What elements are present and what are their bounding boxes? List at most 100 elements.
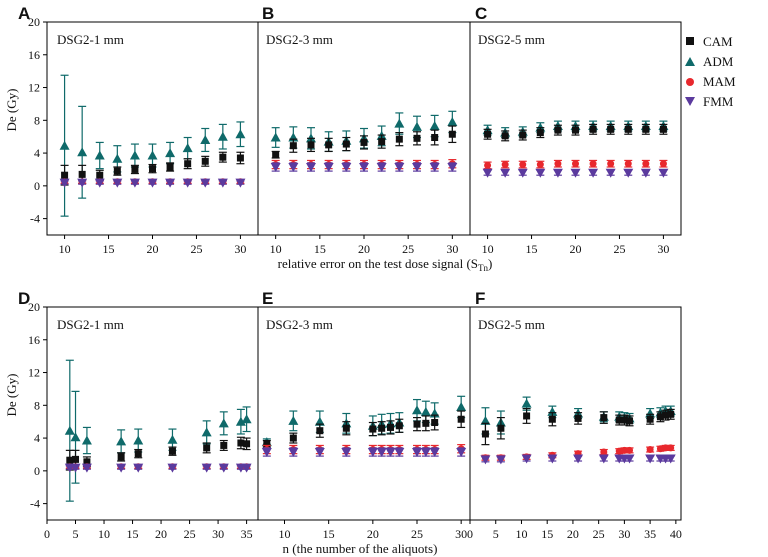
- fmm-point: [447, 163, 458, 173]
- fmm-point: [217, 178, 228, 188]
- cam-point: [131, 165, 139, 173]
- fmm-point: [323, 163, 334, 173]
- panel-frame-d: [46, 306, 259, 521]
- mam-point: [624, 160, 632, 168]
- cam-point: [626, 417, 634, 425]
- fmm-point: [94, 178, 105, 188]
- cam-point: [501, 132, 509, 140]
- cam-point: [413, 420, 421, 428]
- panel-title-a: DSG2-1 mm: [57, 32, 124, 47]
- cam-point: [600, 414, 608, 422]
- adm-point: [521, 398, 532, 408]
- adm-point: [165, 148, 176, 158]
- cam-point: [168, 447, 176, 455]
- cam-point: [620, 416, 628, 424]
- y-tick-label: 16: [28, 333, 40, 347]
- x-tick-label: 35: [644, 527, 656, 541]
- fmm-point: [288, 163, 299, 173]
- adm-point: [147, 150, 158, 160]
- mam-point: [589, 160, 597, 168]
- x-tick-label: 0: [44, 527, 50, 541]
- mam-point: [519, 161, 527, 169]
- fmm-point: [367, 448, 378, 458]
- fmm-point: [359, 163, 369, 173]
- legend-label-adm: ADM: [703, 54, 734, 69]
- x-tick-label: 25: [411, 527, 423, 541]
- cam-point: [659, 125, 667, 133]
- cam-point: [289, 142, 297, 150]
- mam-point: [659, 160, 667, 168]
- fmm-point: [573, 454, 584, 464]
- fmm-point: [658, 168, 669, 178]
- x-axis-label-top: relative error on the test dose signal (…: [278, 256, 493, 273]
- x-tick-label: 5: [73, 527, 79, 541]
- cam-point: [61, 171, 69, 179]
- x-tick-label: 10: [270, 242, 282, 256]
- panel-title-d: DSG2-1 mm: [57, 317, 124, 332]
- fmm-point: [588, 168, 599, 178]
- y-tick-label: 8: [34, 398, 40, 412]
- mam-point: [626, 446, 634, 454]
- cam-point: [589, 125, 597, 133]
- adm-point: [167, 434, 178, 444]
- cam-point: [78, 170, 86, 178]
- adm-point: [447, 116, 458, 126]
- y-tick-label: 20: [28, 15, 40, 29]
- cam-point: [667, 410, 675, 418]
- cam-point: [646, 415, 654, 423]
- mam-point: [662, 444, 670, 452]
- fmm-point: [376, 448, 387, 458]
- y-tick-label: -4: [30, 497, 40, 511]
- fmm-point: [77, 178, 88, 188]
- x-tick-label: 30: [657, 242, 669, 256]
- x-tick-label: 25: [593, 527, 605, 541]
- fmm-point: [241, 463, 252, 473]
- legend: CAM ADM MAM FMM: [685, 34, 736, 109]
- fmm-point: [480, 455, 491, 465]
- mam-point: [501, 161, 509, 169]
- panel-letter-a: A: [18, 4, 30, 23]
- cam-point: [307, 141, 315, 149]
- cam-point: [624, 125, 632, 133]
- cam-point: [166, 163, 174, 171]
- fmm-point: [306, 163, 316, 173]
- fmm-point: [547, 454, 558, 464]
- x-tick-label: 15: [103, 242, 115, 256]
- cam-point: [203, 444, 211, 452]
- x-tick-label: 30: [212, 527, 224, 541]
- y-tick-label: 8: [34, 113, 40, 127]
- cam-point: [113, 167, 121, 175]
- cam-point: [484, 130, 492, 138]
- x-tick-label: 40: [670, 527, 682, 541]
- panel-title-c: DSG2-5 mm: [478, 32, 545, 47]
- fmm-point: [182, 178, 193, 188]
- cam-point: [607, 125, 615, 133]
- x-tick-label: 10: [482, 242, 494, 256]
- adm-point: [218, 418, 229, 428]
- cam-point: [523, 412, 531, 420]
- fmm-point: [270, 163, 281, 173]
- cam-point: [395, 135, 403, 143]
- cam-point: [342, 424, 350, 432]
- cam-point: [457, 415, 465, 423]
- panel-frame-e: [257, 306, 471, 521]
- cam-point: [83, 458, 91, 466]
- x-tick-label: 30: [234, 242, 246, 256]
- cam-point: [289, 434, 297, 442]
- legend-label-fmm: FMM: [703, 94, 734, 109]
- cam-point: [572, 126, 579, 134]
- cam-point: [369, 425, 377, 433]
- adm-point: [314, 416, 325, 426]
- panel-letter-c: C: [475, 4, 487, 23]
- x-tick-label: 30: [455, 527, 467, 541]
- adm-point: [412, 405, 422, 415]
- fmm-point: [314, 448, 325, 458]
- adm-point: [412, 121, 422, 131]
- cam-point: [272, 151, 280, 159]
- x-axis-label-bottom: n (the number of the aliquots): [283, 541, 438, 556]
- fmm-point: [235, 178, 246, 188]
- legend-marker-mam: [686, 78, 694, 86]
- cam-point: [448, 130, 456, 138]
- x-tick-label: 20: [155, 527, 167, 541]
- x-tick-label: 35: [241, 527, 253, 541]
